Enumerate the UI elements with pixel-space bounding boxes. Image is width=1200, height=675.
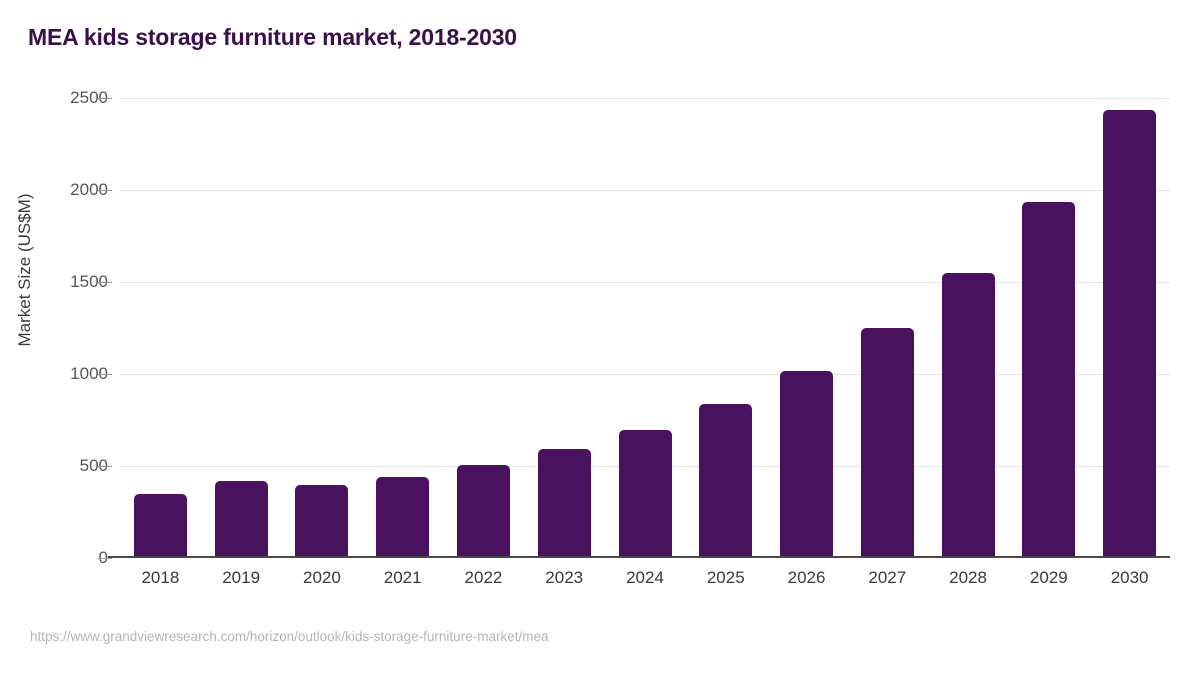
bar[interactable] xyxy=(860,328,914,558)
y-tick-label: 0 xyxy=(99,548,108,568)
gridline xyxy=(120,374,1170,375)
bar-series xyxy=(120,98,1170,558)
bar[interactable] xyxy=(295,484,349,558)
bar[interactable] xyxy=(456,465,510,558)
y-tick-label: 500 xyxy=(79,456,108,475)
y-tick-mark xyxy=(98,374,112,375)
x-tick-label: 2025 xyxy=(706,568,745,587)
bar[interactable] xyxy=(780,371,834,558)
y-tick-mark xyxy=(98,558,112,559)
y-tick-label: 2000 xyxy=(70,180,108,199)
x-tick-label: 2028 xyxy=(949,568,987,587)
x-axis-line xyxy=(108,556,1170,558)
bar[interactable] xyxy=(699,403,753,558)
bar[interactable] xyxy=(537,449,591,558)
gridline xyxy=(120,98,1170,99)
x-tick-label: 2023 xyxy=(545,568,584,587)
x-tick-label: 2027 xyxy=(868,568,907,587)
y-tick-mark xyxy=(98,466,112,467)
y-tick-label: 1000 xyxy=(70,364,108,383)
bar[interactable] xyxy=(376,477,430,558)
bar[interactable] xyxy=(214,480,268,558)
x-tick-label: 2021 xyxy=(383,568,422,587)
bar[interactable] xyxy=(1022,201,1076,558)
bar[interactable] xyxy=(133,493,187,558)
y-tick-mark xyxy=(98,282,112,283)
chart-title: MEA kids storage furniture market, 2018-… xyxy=(28,24,517,50)
x-tick-label: 2026 xyxy=(787,568,826,587)
x-tick-label: 2019 xyxy=(222,568,261,587)
bar[interactable] xyxy=(618,429,672,558)
y-tick-label: 1500 xyxy=(70,272,108,291)
y-tick-mark xyxy=(98,98,112,99)
source-url: https://www.grandviewresearch.com/horizo… xyxy=(30,629,549,644)
x-tick-label: 2020 xyxy=(303,568,341,587)
x-tick-label: 2018 xyxy=(141,568,180,587)
x-tick-label: 2029 xyxy=(1029,568,1068,587)
gridline xyxy=(120,190,1170,191)
bar[interactable] xyxy=(1103,109,1157,558)
gridline xyxy=(120,282,1170,283)
x-axis-ticks: 2018 2019 2020 2021 2022 2023 2024 2025 2026 2027… xyxy=(120,568,1170,598)
y-axis-ticks: 0 500 1000 1500 2000 2500 xyxy=(0,88,112,567)
y-tick-mark xyxy=(98,190,112,191)
plot-area xyxy=(108,98,1170,558)
bar[interactable] xyxy=(941,273,995,558)
x-tick-label: 2030 xyxy=(1110,568,1149,587)
y-tick-label: 2500 xyxy=(70,88,108,107)
x-tick-label: 2024 xyxy=(626,568,664,587)
x-tick-label: 2022 xyxy=(464,568,503,587)
